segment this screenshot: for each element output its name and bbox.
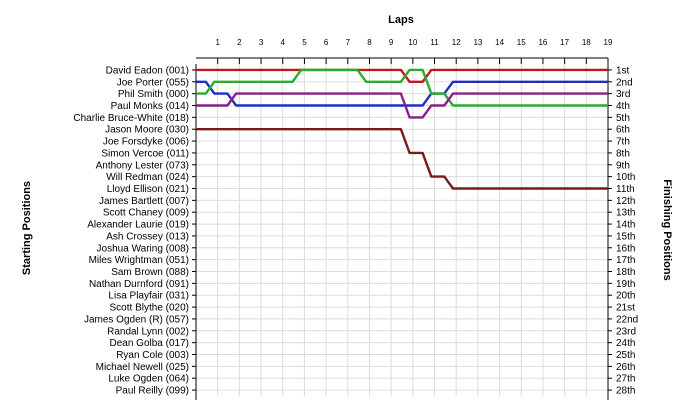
lap-tick-label: 19 bbox=[604, 38, 613, 47]
finishing-position-label: 1st bbox=[616, 65, 630, 76]
finishing-position-label: 21st bbox=[616, 303, 635, 314]
starting-position-label: Joe Porter (055) bbox=[117, 77, 189, 88]
finishing-position-label: 23rd bbox=[616, 326, 636, 337]
y-axis-title-right: Finishing Positions bbox=[661, 179, 673, 280]
starting-position-label: Scott Chaney (009) bbox=[103, 208, 189, 219]
lap-tick-label: 7 bbox=[346, 38, 351, 47]
starting-position-label: Dean Golba (017) bbox=[110, 338, 190, 349]
starting-position-label: Paul Reilly (099) bbox=[116, 386, 189, 397]
starting-position-label: David Eadon (001) bbox=[106, 65, 189, 76]
lap-tick-label: 1 bbox=[215, 38, 220, 47]
lap-tick-label: 16 bbox=[538, 38, 547, 47]
finishing-position-label: 7th bbox=[616, 137, 630, 148]
finishing-position-label: 4th bbox=[616, 101, 630, 112]
finishing-position-label: 8th bbox=[616, 148, 630, 159]
starting-position-label: Ryan Cole (003) bbox=[116, 350, 189, 361]
series-line bbox=[196, 92, 608, 119]
starting-position-label: Alexander Laurie (019) bbox=[87, 220, 189, 231]
starting-position-label: Nathan Durnford (091) bbox=[89, 279, 189, 290]
starting-position-label: James Bartlett (007) bbox=[99, 196, 189, 207]
lap-tick-label: 13 bbox=[473, 38, 482, 47]
starting-position-label: Will Redman (024) bbox=[106, 172, 189, 183]
starting-position-label: Anthony Lester (073) bbox=[96, 160, 189, 171]
finishing-position-label: 15th bbox=[616, 231, 635, 242]
starting-position-label: Phil Smith (000) bbox=[118, 89, 189, 100]
starting-position-label: Lloyd Ellison (021) bbox=[107, 184, 189, 195]
starting-position-label: Paul Monks (014) bbox=[111, 101, 189, 112]
plot-area bbox=[196, 64, 608, 396]
finishing-position-label: 19th bbox=[616, 279, 635, 290]
finishing-position-label: 10th bbox=[616, 172, 635, 183]
starting-position-label: James Ogden (R) (057) bbox=[84, 314, 189, 325]
lap-tick-label: 4 bbox=[281, 38, 286, 47]
starting-position-label: Jason Moore (030) bbox=[105, 125, 189, 136]
lap-tick-label: 9 bbox=[389, 38, 394, 47]
lap-tick-label: 3 bbox=[259, 38, 264, 47]
lap-tick-label: 8 bbox=[367, 38, 372, 47]
lap-tick-label: 15 bbox=[517, 38, 526, 47]
finishing-position-label: 25th bbox=[616, 350, 635, 361]
finishing-position-label: 5th bbox=[616, 113, 630, 124]
starting-position-label: Miles Wrightman (051) bbox=[89, 255, 189, 266]
finishing-position-label: 2nd bbox=[616, 77, 633, 88]
series-line bbox=[196, 68, 608, 83]
x-axis-title: Laps bbox=[388, 14, 414, 26]
starting-position-label: Randal Lynn (002) bbox=[107, 326, 189, 337]
lap-tick-label: 6 bbox=[324, 38, 329, 47]
finishing-position-label: 9th bbox=[616, 160, 630, 171]
finishing-position-label: 24th bbox=[616, 338, 635, 349]
starting-position-label: Joe Forsdyke (006) bbox=[103, 137, 189, 148]
finishing-position-label: 20th bbox=[616, 291, 635, 302]
finishing-position-label: 22nd bbox=[616, 314, 638, 325]
series-line bbox=[196, 127, 608, 190]
starting-position-label: Joshua Waring (008) bbox=[97, 243, 189, 254]
lap-tick-label: 2 bbox=[237, 38, 242, 47]
finishing-position-label: 18th bbox=[616, 267, 635, 278]
finishing-position-label: 11th bbox=[616, 184, 635, 195]
finishing-position-label: 27th bbox=[616, 374, 635, 385]
lap-tick-label: 18 bbox=[582, 38, 591, 47]
series-lines bbox=[196, 68, 608, 190]
starting-position-label: Lisa Playfair (031) bbox=[108, 291, 189, 302]
lap-tick-label: 17 bbox=[560, 38, 569, 47]
finishing-position-label: 12th bbox=[616, 196, 635, 207]
grid-lines bbox=[196, 64, 609, 396]
finishing-position-label: 3rd bbox=[616, 89, 630, 100]
starting-position-label: Michael Newell (025) bbox=[96, 362, 189, 373]
finishing-position-label: 28th bbox=[616, 386, 635, 397]
finishing-position-label: 6th bbox=[616, 125, 630, 136]
starting-position-label: Simon Vercoe (011) bbox=[101, 148, 189, 159]
lap-tick-label: 10 bbox=[408, 38, 417, 47]
finishing-position-label: 16th bbox=[616, 243, 635, 254]
finishing-position-label: 17th bbox=[616, 255, 635, 266]
finishing-position-label: 26th bbox=[616, 362, 635, 373]
lap-tick-label: 12 bbox=[452, 38, 461, 47]
starting-position-label: Scott Blythe (020) bbox=[110, 303, 189, 314]
axes bbox=[192, 57, 612, 400]
finishing-position-label: 14th bbox=[616, 220, 635, 231]
finishing-position-label: 13th bbox=[616, 208, 635, 219]
lap-tick-label: 5 bbox=[302, 38, 307, 47]
lap-tick-label: 14 bbox=[495, 38, 504, 47]
starting-position-label: Ash Crossey (013) bbox=[106, 231, 189, 242]
starting-position-label: Sam Brown (088) bbox=[111, 267, 189, 278]
lap-tick-label: 11 bbox=[430, 38, 439, 47]
y-axis-title-left: Starting Positions bbox=[21, 181, 33, 275]
series-line bbox=[196, 68, 608, 107]
starting-position-label: Charlie Bruce-White (018) bbox=[73, 113, 189, 124]
starting-position-label: Luke Ogden (064) bbox=[108, 374, 189, 385]
